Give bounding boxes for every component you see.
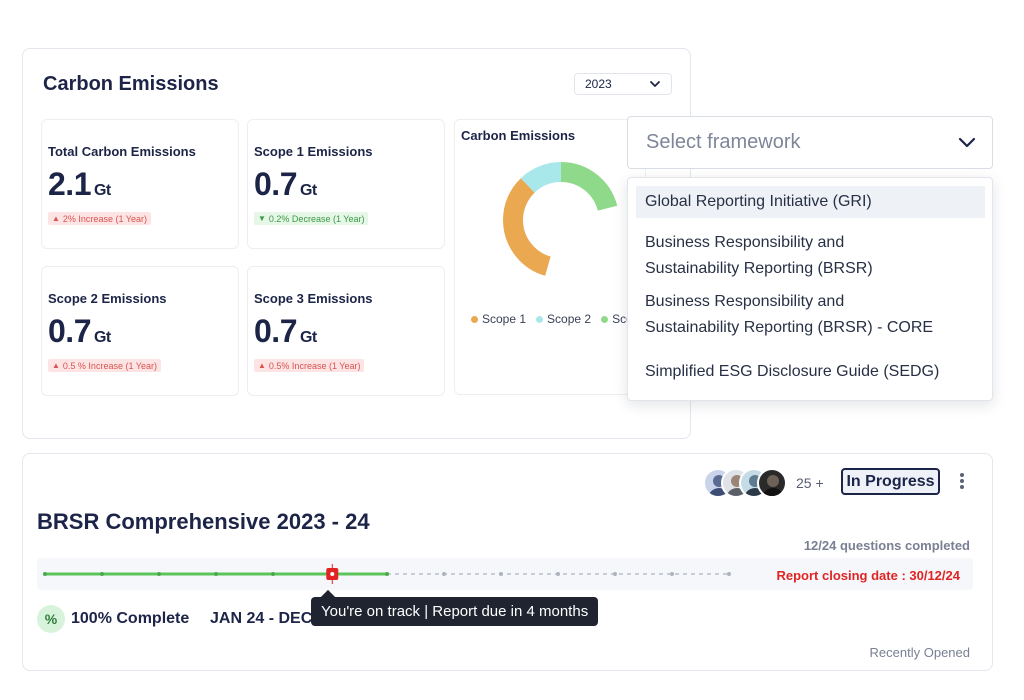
report-period: JAN 24 - DEC 24 bbox=[210, 610, 320, 627]
donut-legend: Scope 1 Scope 2 Sco bbox=[471, 312, 633, 326]
delta-badge: ▲ 0.5% Increase (1 Year) bbox=[254, 359, 365, 372]
stat-unit: Gt bbox=[93, 329, 111, 346]
framework-option-brsr-core[interactable]: Business Responsibility and Sustainabili… bbox=[645, 293, 934, 336]
current-marker-dot bbox=[330, 572, 335, 576]
legend-dot bbox=[536, 315, 544, 323]
progress-tooltip: You're on track | Report due in 4 months bbox=[311, 597, 599, 626]
timeline-tick bbox=[727, 572, 731, 576]
more-options-icon[interactable] bbox=[956, 471, 968, 491]
chevron-down-icon bbox=[958, 137, 976, 148]
stat-label: Scope 2 Emissions bbox=[48, 291, 167, 306]
delta-badge: ▲ 0.5 % Increase (1 Year) bbox=[48, 359, 161, 372]
stat-label: Total Carbon Emissions bbox=[48, 144, 196, 159]
avatar bbox=[757, 468, 787, 498]
recently-opened-label: Recently Opened bbox=[869, 645, 970, 660]
complete-label: 100% Complete bbox=[71, 610, 190, 627]
framework-option-brsr[interactable]: Business Responsibility and Sustainabili… bbox=[645, 234, 873, 277]
framework-placeholder: Select framework bbox=[646, 131, 801, 153]
stat-unit: Gt bbox=[299, 329, 317, 346]
timeline-tick bbox=[556, 572, 560, 576]
donut-chart-card: Carbon Emissions Scope 1 Scope 2 Sco bbox=[454, 119, 646, 395]
stat-label: Scope 3 Emissions bbox=[254, 291, 373, 306]
legend-dot bbox=[601, 315, 609, 323]
timeline-tick bbox=[670, 572, 674, 576]
year-value: 2023 bbox=[585, 77, 612, 91]
status-badge: In Progress bbox=[841, 468, 940, 495]
stat-card-scope3: Scope 3 Emissions 0.7 Gt ▲ 0.5% Increase (… bbox=[247, 266, 445, 396]
framework-option-gri[interactable]: Global Reporting Initiative (GRI) bbox=[636, 186, 985, 218]
timeline-tick bbox=[385, 572, 389, 576]
stat-value: 0.7 Gt bbox=[48, 313, 111, 349]
timeline-tick bbox=[157, 572, 161, 576]
percent-icon: % bbox=[37, 605, 65, 633]
stat-value: 2.1 Gt bbox=[48, 166, 111, 202]
year-select[interactable]: 2023 bbox=[574, 73, 672, 95]
stat-card-scope2: Scope 2 Emissions 0.7 Gt ▲ 0.5 % Increase … bbox=[41, 266, 239, 396]
donut-title: Carbon Emissions bbox=[461, 128, 576, 143]
up-triangle-icon: ▲ bbox=[52, 214, 60, 223]
avatar-count[interactable]: 25 + bbox=[796, 475, 824, 491]
donut-slice-scope-3[interactable] bbox=[503, 162, 619, 278]
donut-chart bbox=[503, 162, 619, 278]
timeline-tick bbox=[43, 572, 47, 576]
timeline-tick bbox=[271, 572, 275, 576]
carbon-title: Carbon Emissions bbox=[43, 73, 219, 95]
framework-option-sedg[interactable]: Simplified ESG Disclosure Guide (SEDG) bbox=[645, 363, 940, 380]
carbon-emissions-card: Carbon Emissions 2023 Total Carbon Emiss… bbox=[22, 48, 691, 439]
stat-value: 0.7 Gt bbox=[254, 166, 317, 202]
framework-dropdown-menu: Global Reporting Initiative (GRI) Busine… bbox=[627, 177, 993, 401]
down-triangle-icon: ▼ bbox=[258, 214, 266, 223]
delta-badge: ▼ 0.2% Decrease (1 Year) bbox=[254, 212, 369, 225]
stat-value: 0.7 Gt bbox=[254, 313, 317, 349]
stat-card-scope1: Scope 1 Emissions 0.7 Gt ▼ 0.2% Decrease (… bbox=[247, 119, 445, 249]
framework-select[interactable]: Select framework bbox=[627, 116, 993, 169]
report-title[interactable]: BRSR Comprehensive 2023 - 24 bbox=[37, 509, 370, 534]
brsr-report-card[interactable]: 25 + In Progress BRSR Comprehensive 2023… bbox=[22, 453, 993, 671]
up-triangle-icon: ▲ bbox=[52, 361, 60, 370]
donut-slice-scope-1[interactable] bbox=[503, 162, 619, 278]
delta-badge: ▲ 2% Increase (1 Year) bbox=[48, 212, 151, 225]
chevron-down-icon bbox=[650, 81, 660, 87]
stat-unit: Gt bbox=[93, 182, 111, 199]
stat-unit: Gt bbox=[299, 182, 317, 199]
legend-dot bbox=[471, 315, 478, 323]
progress-timeline bbox=[43, 564, 731, 584]
timeline-tick bbox=[613, 572, 617, 576]
stat-card-total: Total Carbon Emissions 2.1 Gt ▲ 2% Increas… bbox=[41, 119, 239, 249]
timeline-tick bbox=[442, 572, 446, 576]
timeline-tick bbox=[214, 572, 218, 576]
timeline-tick bbox=[499, 572, 503, 576]
timeline-tick bbox=[100, 572, 104, 576]
report-closing-date: Report closing date : 30/12/24 bbox=[776, 568, 960, 583]
stat-label: Scope 1 Emissions bbox=[254, 144, 373, 159]
legend-item-scope1: Scope 1 bbox=[471, 312, 526, 326]
up-triangle-icon: ▲ bbox=[258, 361, 266, 370]
legend-item-scope2: Scope 2 bbox=[536, 312, 591, 326]
questions-completed: 12/24 questions completed bbox=[803, 538, 970, 553]
